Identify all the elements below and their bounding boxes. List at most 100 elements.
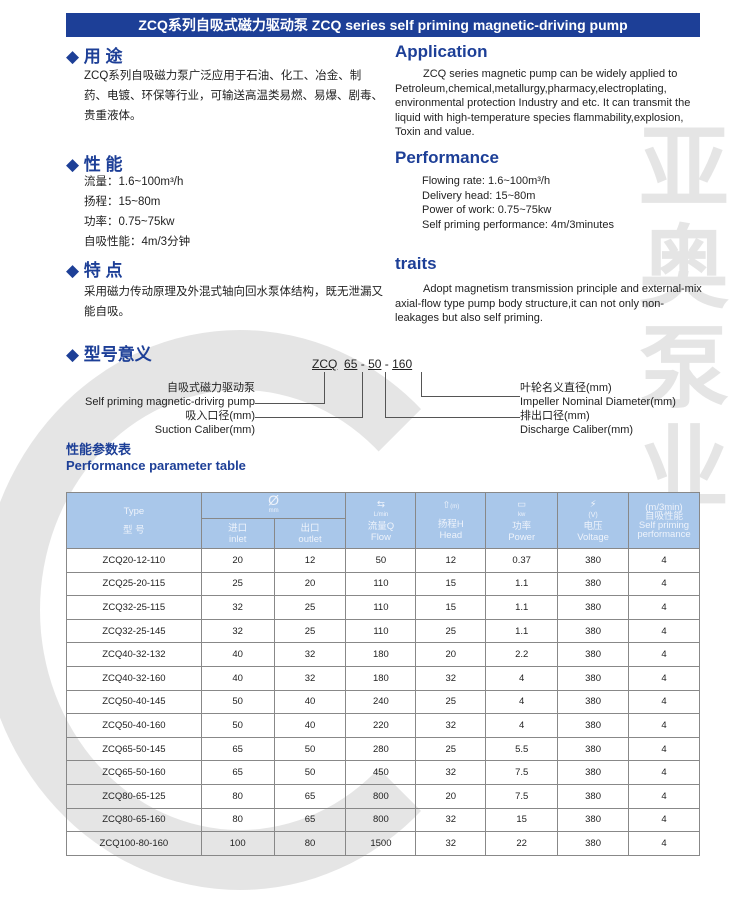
cell-type: ZCQ100-80-160 bbox=[66, 831, 202, 856]
cell-voltage: 380 bbox=[557, 736, 629, 762]
table-title: 性能参数表 Performance parameter table bbox=[66, 442, 246, 474]
performance-line: Power of work: 0.75~75kw bbox=[422, 204, 552, 216]
cell-power: 7.5 bbox=[485, 760, 559, 785]
cell-head: 20 bbox=[415, 783, 487, 809]
model-title: ◆ 型号意义 bbox=[66, 345, 152, 364]
header-en: Voltage bbox=[577, 531, 609, 543]
cell-self-priming: 4 bbox=[628, 807, 700, 833]
cell-flow: 450 bbox=[345, 760, 417, 785]
cell-type: ZCQ65-50-145 bbox=[66, 736, 202, 762]
cell-power: 1.1 bbox=[485, 571, 559, 597]
motor-icon: ▭ bbox=[517, 498, 527, 510]
usage-title-en: Application bbox=[395, 42, 488, 61]
cell-inlet: 20 bbox=[200, 548, 275, 573]
table-row: ZCQ25-20-115 25 20 110 15 1.1 380 4 bbox=[66, 571, 700, 597]
header-cn: 出口 bbox=[300, 522, 320, 534]
cell-self-priming: 4 bbox=[628, 618, 700, 644]
cell-flow: 220 bbox=[345, 713, 417, 738]
model-code: ZCQ 65 - 50 - 160 bbox=[312, 357, 412, 371]
cell-power: 5.5 bbox=[485, 736, 559, 762]
label-en: Suction Caliber(mm) bbox=[154, 424, 255, 436]
header-en: Power bbox=[508, 531, 536, 543]
cell-head: 25 bbox=[415, 689, 487, 715]
cell-self-priming: 4 bbox=[628, 548, 700, 573]
cell-flow: 110 bbox=[345, 571, 417, 597]
label-cn: 叶轮名义直径(mm) bbox=[520, 382, 612, 394]
cell-self-priming: 4 bbox=[628, 783, 700, 809]
cell-type: ZCQ80-65-160 bbox=[66, 807, 202, 833]
performance-list-cn: 流量：1.6~100m³/h 扬程：15~80m 功率：0.75~75kw 自吸… bbox=[84, 172, 190, 252]
cell-type: ZCQ50-40-145 bbox=[66, 689, 202, 715]
header-type: Type 型 号 bbox=[66, 492, 202, 549]
code-dash: - bbox=[360, 357, 365, 371]
cell-inlet: 25 bbox=[200, 571, 275, 597]
header-unit: mm bbox=[268, 507, 279, 514]
cell-self-priming: 4 bbox=[628, 571, 700, 597]
cell-inlet: 65 bbox=[200, 736, 275, 762]
cell-outlet: 50 bbox=[273, 736, 347, 762]
code-series: ZCQ bbox=[312, 357, 338, 371]
table-row: ZCQ100-80-160 100 80 1500 32 22 380 4 bbox=[66, 831, 700, 856]
cell-flow: 110 bbox=[345, 595, 417, 620]
cell-inlet: 32 bbox=[200, 595, 275, 620]
table-row: ZCQ32-25-145 32 25 110 25 1.1 380 4 bbox=[66, 618, 700, 644]
performance-line: Delivery head: 15~80m bbox=[422, 189, 536, 202]
traits-text-en: Adopt magnetism transmission principle a… bbox=[395, 283, 702, 324]
cell-inlet: 65 bbox=[200, 760, 275, 785]
cell-head: 12 bbox=[415, 548, 487, 573]
cell-outlet: 25 bbox=[273, 595, 347, 620]
code-dash: - bbox=[384, 357, 389, 371]
cell-outlet: 50 bbox=[273, 760, 347, 785]
cell-inlet: 50 bbox=[200, 713, 275, 738]
header-unit: kw bbox=[518, 511, 526, 518]
cell-outlet: 12 bbox=[273, 548, 347, 573]
label-cn: 自吸式磁力驱动泵 bbox=[167, 382, 255, 394]
performance-list-en: Flowing rate: 1.6~100m³/h Delivery head:… bbox=[422, 174, 614, 232]
cell-type: ZCQ40-32-160 bbox=[66, 665, 202, 691]
cell-head: 15 bbox=[415, 595, 487, 620]
cell-flow: 800 bbox=[345, 807, 417, 833]
table-row: ZCQ40-32-160 40 32 180 32 4 380 4 bbox=[66, 665, 700, 691]
label-pump-type: 自吸式磁力驱动泵 Self priming magnetic-drivirg pu… bbox=[85, 381, 255, 409]
cell-inlet: 80 bbox=[200, 807, 275, 833]
label-cn: 吸入口径(mm) bbox=[185, 410, 255, 422]
cell-inlet: 32 bbox=[200, 618, 275, 644]
cell-flow: 280 bbox=[345, 736, 417, 762]
table-row: ZCQ80-65-160 80 65 800 32 15 380 4 bbox=[66, 807, 700, 833]
cell-voltage: 380 bbox=[557, 618, 629, 644]
cell-power: 0.37 bbox=[485, 548, 559, 573]
label-cn: 排出口径(mm) bbox=[520, 410, 590, 422]
usage-title-cn: ◆ 用 途 bbox=[66, 47, 123, 66]
cell-voltage: 380 bbox=[557, 595, 629, 620]
header-cn: 流量Q bbox=[367, 520, 395, 532]
label-en: Discharge Caliber(mm) bbox=[520, 424, 634, 436]
cell-outlet: 65 bbox=[273, 783, 347, 809]
table-row: ZCQ32-25-115 32 25 110 15 1.1 380 4 bbox=[66, 595, 700, 620]
cell-outlet: 40 bbox=[273, 689, 347, 715]
cell-outlet: 65 bbox=[273, 807, 347, 833]
header-unit: (m) bbox=[450, 504, 460, 510]
cell-flow: 180 bbox=[345, 665, 417, 691]
code-impeller: 160 bbox=[392, 357, 413, 371]
performance-line: 流量：1.6~100m³/h bbox=[84, 176, 184, 188]
cell-flow: 50 bbox=[345, 548, 417, 573]
cell-inlet: 50 bbox=[200, 689, 275, 715]
cell-self-priming: 4 bbox=[628, 760, 700, 785]
page-banner: ZCQ系列自吸式磁力驱动泵 ZCQ series self priming ma… bbox=[66, 13, 700, 37]
cell-inlet: 100 bbox=[200, 831, 275, 856]
head-icon: ⇧ bbox=[442, 500, 451, 511]
cell-head: 20 bbox=[415, 642, 487, 667]
cell-self-priming: 4 bbox=[628, 665, 700, 691]
cell-head: 32 bbox=[415, 665, 487, 691]
connector-line bbox=[255, 372, 363, 418]
connector-line bbox=[421, 372, 520, 397]
cell-flow: 110 bbox=[345, 618, 417, 644]
header-head: ⇧(m) 扬程H Head bbox=[415, 492, 487, 549]
table-title-cn: 性能参数表 bbox=[66, 442, 132, 457]
cell-voltage: 380 bbox=[557, 831, 629, 856]
cell-voltage: 380 bbox=[557, 689, 629, 715]
cell-head: 32 bbox=[415, 807, 487, 833]
cell-self-priming: 4 bbox=[628, 689, 700, 715]
cell-power: 15 bbox=[485, 807, 559, 833]
header-en: Flow bbox=[370, 531, 391, 543]
